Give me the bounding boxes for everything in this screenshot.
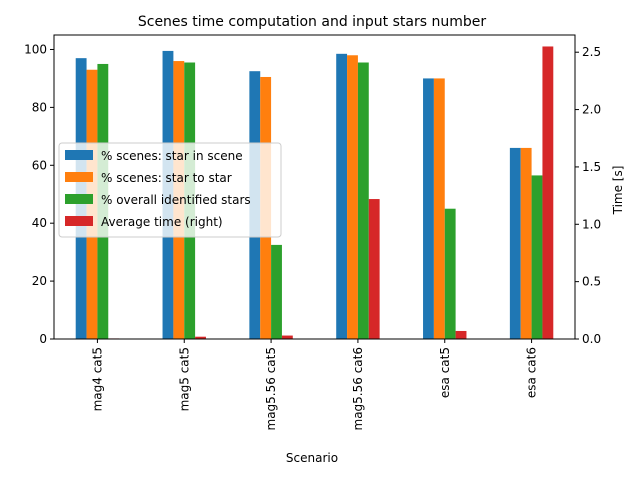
bar (433, 78, 445, 339)
y-right-tick-label: 0.0 (582, 332, 601, 346)
bar (531, 175, 543, 339)
x-tick-label: esa cat5 (438, 347, 452, 398)
bar (195, 336, 206, 339)
y-right-tick-label: 1.5 (582, 160, 601, 174)
x-tick-label: esa cat6 (525, 347, 539, 398)
bar (281, 335, 293, 339)
y-right-tick-label: 0.5 (582, 275, 601, 289)
bar (368, 199, 380, 339)
y-tick-label: 60 (32, 158, 47, 172)
legend-swatch (65, 172, 93, 182)
bar (357, 62, 369, 339)
y-tick-label: 20 (32, 274, 47, 288)
legend: % scenes: star in scene % scenes: star to… (58, 142, 282, 238)
legend-label: % scenes: star to star (101, 171, 232, 185)
legend-swatch (65, 194, 93, 204)
bar (509, 147, 521, 339)
legend-swatch (65, 150, 93, 160)
y-tick-label: 0 (39, 332, 47, 346)
bar (271, 244, 282, 339)
bar (336, 53, 348, 340)
y-right-tick-label: 2.5 (582, 45, 601, 59)
bar (444, 208, 456, 339)
legend-label: % overall identified stars (101, 193, 251, 207)
y-tick-label: 80 (32, 100, 47, 114)
x-tick-label: mag5 cat5 (177, 347, 191, 411)
legend-swatch (65, 216, 93, 226)
chart-title: Scenes time computation and input stars … (138, 14, 487, 30)
bar (542, 46, 554, 339)
bar (455, 330, 467, 339)
y-right-tick-label: 1.0 (582, 217, 601, 231)
legend-frame (58, 142, 282, 238)
x-tick-label: mag5.56 cat5 (264, 347, 278, 430)
x-tick-label: mag5.56 cat6 (351, 347, 365, 430)
y-tick-label: 40 (32, 216, 47, 230)
y-tick-label: 100 (24, 42, 47, 56)
right-axis-label: Time [s] (611, 166, 625, 216)
legend-label: Average time (right) (101, 215, 223, 229)
axes-group: mag4 cat5 mag5 cat5 mag5.56 cat5 mag5.56 ca… (24, 34, 601, 430)
y-right-tick-label: 2.0 (582, 103, 601, 117)
legend-label: % scenes: star in scene (101, 149, 243, 163)
bar (520, 147, 532, 339)
plot-frame (53, 34, 576, 340)
x-axis-label: Scenario (286, 451, 338, 465)
bar (423, 78, 434, 339)
x-tick-label: mag4 cat5 (90, 347, 104, 411)
bar (347, 55, 358, 340)
